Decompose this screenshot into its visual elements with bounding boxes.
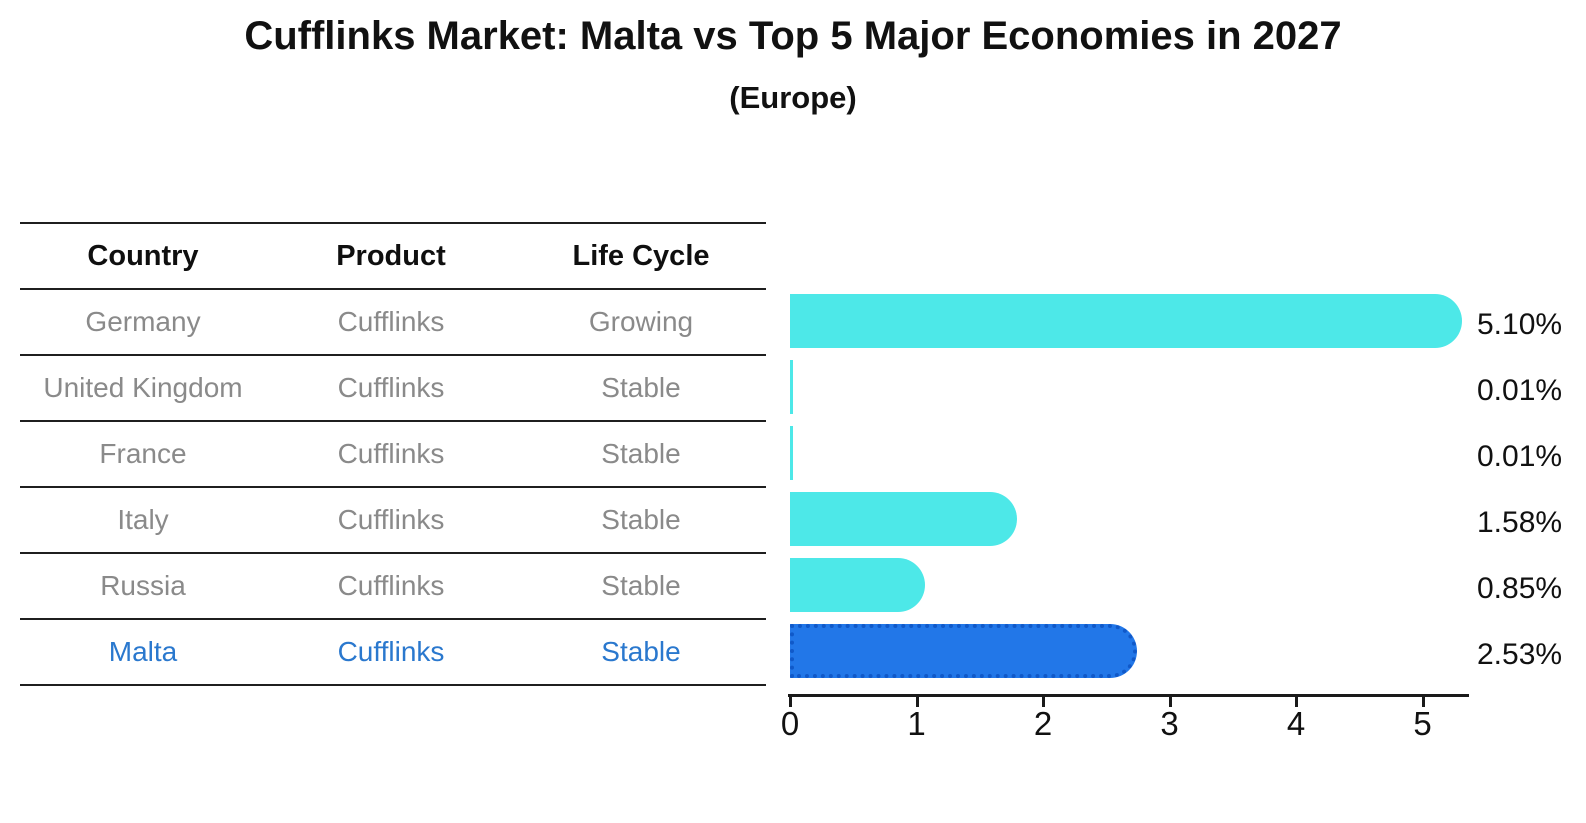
x-axis-tick-label: 2 xyxy=(1033,705,1053,742)
table-cell: Stable xyxy=(601,372,681,403)
column-header: Life Cycle xyxy=(572,239,710,272)
value-label: 5.10% xyxy=(1477,308,1563,341)
table-row-germany: Germany Cufflinks Growing xyxy=(20,290,766,356)
bar-united-kingdom xyxy=(790,360,793,414)
table-cell: Stable xyxy=(601,438,681,469)
table-cell: Cufflinks xyxy=(337,636,445,667)
column-header: Country xyxy=(87,239,199,272)
table-cell: Cufflinks xyxy=(337,570,445,601)
table-row-russia: Russia Cufflinks Stable xyxy=(20,554,766,620)
table-cell: Stable xyxy=(601,570,681,601)
chart-subtitle: (Europe) xyxy=(729,80,857,115)
table-cell: Growing xyxy=(588,306,694,337)
bar-malta xyxy=(790,624,1137,678)
bar-germany xyxy=(790,294,1462,348)
value-label: 1.58% xyxy=(1477,506,1563,539)
table-row-italy: Italy Cufflinks Stable xyxy=(20,488,766,554)
table-cell: Cufflinks xyxy=(337,438,445,469)
x-axis-tick-label: 4 xyxy=(1286,705,1306,742)
value-label: 0.85% xyxy=(1477,572,1563,605)
x-axis-tick-label: 3 xyxy=(1160,705,1179,742)
x-axis-tick-label: 0 xyxy=(780,705,800,742)
bar-france xyxy=(790,426,793,480)
value-label: 0.01% xyxy=(1477,374,1563,407)
table-cell: Cufflinks xyxy=(337,306,445,337)
table-row-united-kingdom: United Kingdom Cufflinks Stable xyxy=(20,356,766,422)
x-axis-tick xyxy=(1042,696,1045,707)
x-axis-tick-label: 1 xyxy=(907,705,926,742)
table-cell: United Kingdom xyxy=(43,372,243,403)
column-header: Product xyxy=(336,239,446,272)
x-axis xyxy=(788,694,1469,697)
value-label: 0.01% xyxy=(1477,440,1563,473)
x-axis-tick-label: 5 xyxy=(1413,705,1432,742)
country-table: Country Product Life Cycle Germany Cufflinks… xyxy=(20,222,766,686)
table-cell: Germany xyxy=(85,306,201,337)
value-label: 2.53% xyxy=(1477,638,1563,671)
x-axis-tick xyxy=(915,696,919,707)
bar-russia xyxy=(790,558,925,612)
chart-title: Cufflinks Market: Malta vs Top 5 Major E… xyxy=(244,14,1342,58)
table-cell: Cufflinks xyxy=(337,504,445,535)
table-cell: Stable xyxy=(601,504,681,535)
table-cell: Italy xyxy=(117,504,169,535)
table-row-header: Country Product Life Cycle xyxy=(20,224,766,290)
bar-italy xyxy=(790,492,1017,546)
table-cell: Cufflinks xyxy=(337,372,445,403)
x-axis-tick xyxy=(1421,696,1425,707)
table-cell: Malta xyxy=(108,636,178,667)
x-axis-tick xyxy=(1295,696,1298,707)
table-cell: France xyxy=(99,438,187,469)
table-row-france: France Cufflinks Stable xyxy=(20,422,766,488)
x-axis-tick xyxy=(1168,696,1172,707)
table-cell: Stable xyxy=(601,636,681,667)
table-cell: Russia xyxy=(100,570,186,601)
x-axis-tick xyxy=(789,696,792,707)
table-row-malta: Malta Cufflinks Stable xyxy=(20,620,766,686)
